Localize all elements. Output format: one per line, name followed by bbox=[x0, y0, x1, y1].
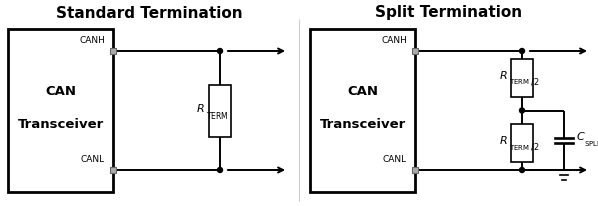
Text: Transceiver: Transceiver bbox=[17, 117, 103, 130]
Bar bbox=[511, 125, 533, 163]
Text: $\mathregular{R}$: $\mathregular{R}$ bbox=[196, 102, 205, 114]
Text: $\mathregular{TERM}$: $\mathregular{TERM}$ bbox=[206, 109, 228, 121]
Text: $\mathregular{R}$: $\mathregular{R}$ bbox=[499, 68, 508, 80]
Text: $\mathregular{R}$: $\mathregular{R}$ bbox=[499, 133, 508, 145]
Bar bbox=[511, 60, 533, 97]
Text: /2: /2 bbox=[531, 142, 539, 151]
Text: Split Termination: Split Termination bbox=[375, 6, 522, 20]
Text: CANL: CANL bbox=[81, 154, 105, 163]
Text: $\mathregular{C}$: $\mathregular{C}$ bbox=[576, 130, 585, 142]
Text: Transceiver: Transceiver bbox=[319, 117, 405, 130]
Text: CANL: CANL bbox=[383, 154, 407, 163]
Bar bbox=[412, 49, 418, 55]
Circle shape bbox=[520, 168, 524, 173]
Text: /2: /2 bbox=[531, 77, 539, 86]
Bar bbox=[8, 30, 113, 192]
Bar bbox=[310, 30, 415, 192]
Text: $\mathregular{TERM}$: $\mathregular{TERM}$ bbox=[509, 142, 530, 151]
Text: CANH: CANH bbox=[381, 36, 407, 45]
Bar bbox=[412, 167, 418, 173]
Bar bbox=[110, 167, 116, 173]
Circle shape bbox=[520, 49, 524, 54]
Bar bbox=[209, 85, 231, 137]
Text: CANH: CANH bbox=[79, 36, 105, 45]
Circle shape bbox=[218, 49, 222, 54]
Text: $\mathregular{TERM}$: $\mathregular{TERM}$ bbox=[509, 77, 530, 86]
Text: Standard Termination: Standard Termination bbox=[56, 6, 243, 20]
Bar bbox=[110, 49, 116, 55]
Circle shape bbox=[218, 168, 222, 173]
Text: CAN: CAN bbox=[347, 85, 378, 98]
Text: $\mathregular{SPLIT}$: $\mathregular{SPLIT}$ bbox=[584, 138, 598, 147]
Circle shape bbox=[520, 109, 524, 114]
Text: CAN: CAN bbox=[45, 85, 76, 98]
